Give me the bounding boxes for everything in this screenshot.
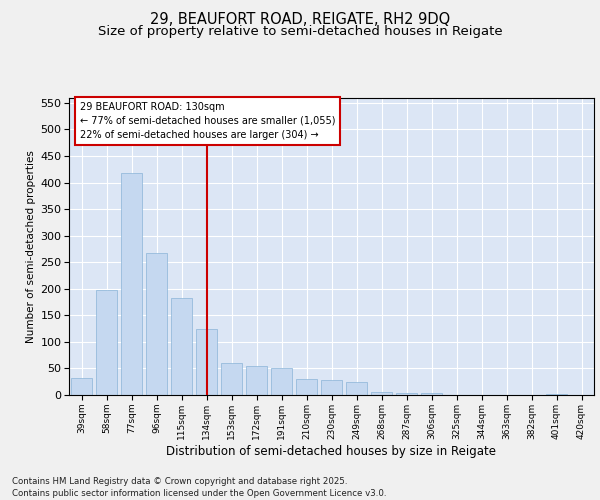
Bar <box>296 379 317 395</box>
Bar <box>221 363 242 395</box>
Bar <box>246 366 267 395</box>
Bar <box>371 392 392 395</box>
Bar <box>346 382 367 395</box>
Bar <box>196 328 217 395</box>
X-axis label: Distribution of semi-detached houses by size in Reigate: Distribution of semi-detached houses by … <box>167 444 497 458</box>
Bar <box>71 378 92 395</box>
Bar <box>121 173 142 395</box>
Bar <box>96 290 117 395</box>
Text: Contains HM Land Registry data © Crown copyright and database right 2025.
Contai: Contains HM Land Registry data © Crown c… <box>12 476 386 498</box>
Bar <box>546 394 567 395</box>
Bar <box>271 368 292 395</box>
Text: 29, BEAUFORT ROAD, REIGATE, RH2 9DQ: 29, BEAUFORT ROAD, REIGATE, RH2 9DQ <box>150 12 450 28</box>
Bar <box>421 394 442 395</box>
Bar <box>146 252 167 395</box>
Text: 29 BEAUFORT ROAD: 130sqm
← 77% of semi-detached houses are smaller (1,055)
22% o: 29 BEAUFORT ROAD: 130sqm ← 77% of semi-d… <box>79 102 335 140</box>
Bar <box>171 298 192 395</box>
Y-axis label: Number of semi-detached properties: Number of semi-detached properties <box>26 150 36 342</box>
Bar <box>321 380 342 395</box>
Text: Size of property relative to semi-detached houses in Reigate: Size of property relative to semi-detach… <box>98 25 502 38</box>
Bar <box>396 394 417 395</box>
